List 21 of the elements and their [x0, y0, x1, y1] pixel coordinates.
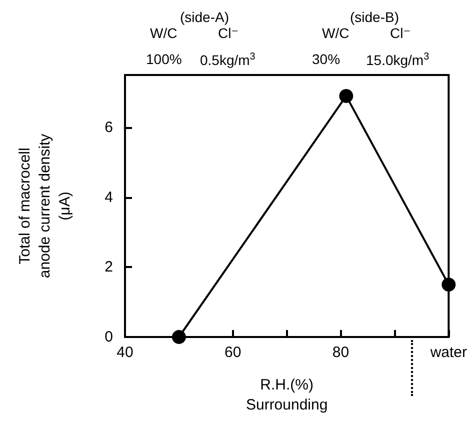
text: (side-A) — [180, 9, 230, 25]
y-tick-label: 4 — [104, 188, 113, 206]
text: Cl⁻ — [390, 25, 411, 41]
x-tick-label: 60 — [224, 344, 242, 361]
text: 100% — [146, 51, 182, 67]
text: W/C — [322, 25, 350, 41]
y-axis-title: Total of macrocell anode current density (μA) — [16, 133, 74, 278]
y-tick-label: 6 — [104, 118, 113, 136]
x-tick-label: 80 — [332, 344, 350, 361]
x-tick-label: water — [429, 344, 468, 361]
text: (side-B) — [350, 9, 400, 25]
point — [172, 330, 186, 344]
text: 30% — [312, 51, 340, 67]
point — [442, 278, 456, 292]
point — [339, 88, 354, 103]
text: W/C — [150, 25, 178, 41]
text: Cl⁻ — [218, 25, 239, 41]
x-tick-label: 40 — [116, 344, 134, 361]
y-tick-label: 0 — [104, 328, 113, 346]
x-axis-title: R.H.(%) Surrounding — [246, 376, 328, 414]
y-tick-label: 2 — [104, 258, 113, 276]
